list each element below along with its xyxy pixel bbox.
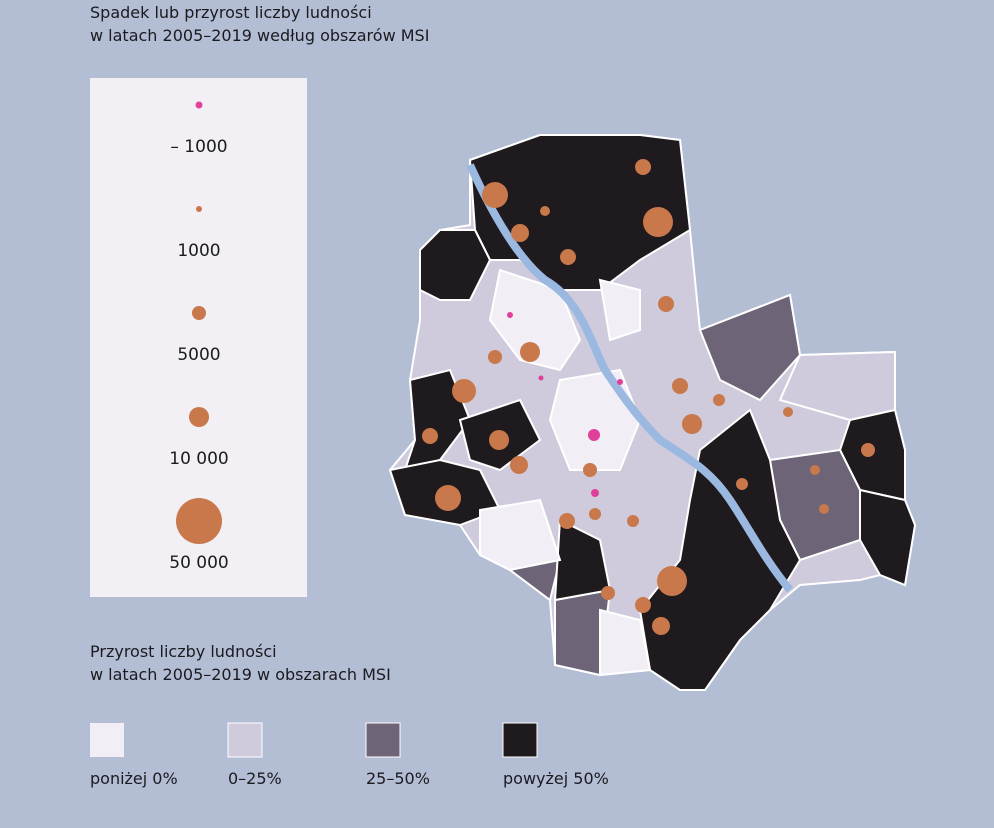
legend-label: 10 000 [169, 449, 228, 469]
legend-label: poniżej 0% [90, 769, 178, 788]
legend-label: 0–25% [228, 769, 282, 788]
legend-bubble [195, 101, 203, 109]
legend-swatch [90, 723, 124, 757]
map [388, 134, 917, 691]
map-bubbles [422, 159, 875, 635]
river [466, 163, 794, 593]
legend-label: 25–50% [366, 769, 430, 788]
legend-title-line: w latach 2005–2019 w obszarach MSI [90, 665, 391, 684]
legend-bubble [176, 498, 222, 544]
legend-label: 50 000 [169, 553, 228, 573]
legend-swatch [227, 722, 263, 758]
legend-label: – 1000 [170, 137, 227, 157]
legend-label: 5000 [177, 345, 220, 365]
map-bubbles-negative [507, 312, 623, 497]
title-line: w latach 2005–2019 według obszarów MSI [90, 26, 429, 45]
legend-bubble [189, 407, 209, 427]
legend-swatch [365, 722, 401, 758]
legend-label: 1000 [177, 241, 220, 261]
legend-bubble [196, 206, 202, 212]
legend-title-line: Przyrost liczby ludności [90, 642, 277, 661]
legend-label: powyżej 50% [503, 769, 609, 788]
legend-bubble [192, 306, 206, 320]
legend-swatch [502, 722, 538, 758]
title-line: Spadek lub przyrost liczby ludności [90, 3, 372, 22]
